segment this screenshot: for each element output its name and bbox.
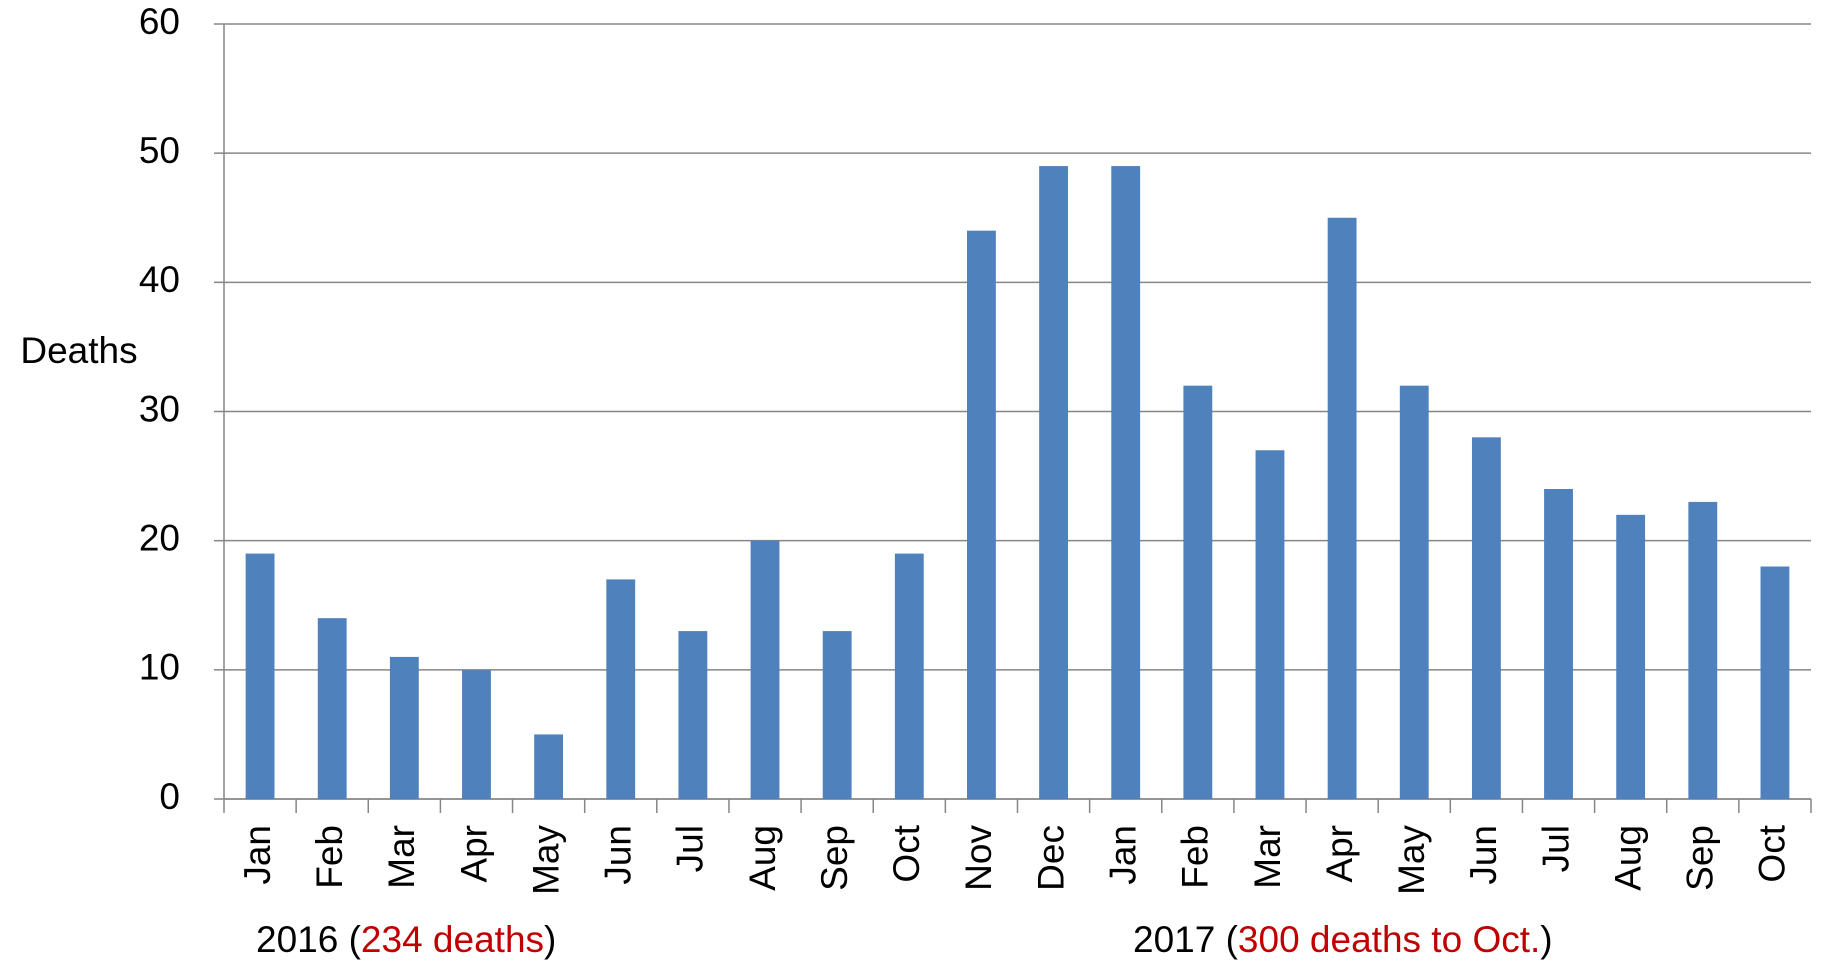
x-tick-label: Aug [1607,825,1648,891]
x-tick-label: Mar [1247,825,1288,889]
bar [678,631,708,799]
x-tick-label: Aug [742,825,783,891]
bar [1399,385,1429,799]
y-axis-label: Deaths [20,330,137,371]
x-tick-label: Oct [1752,824,1793,882]
bar [967,230,996,799]
x-tick-label: May [1391,825,1432,895]
bar [389,656,419,799]
x-tick-label: May [525,825,566,895]
y-tick-label: 50 [139,130,180,171]
period-label: 2016 (234 deaths) [256,919,556,960]
period-label-part: 2017 ( [1133,919,1239,960]
bar [1039,166,1068,800]
x-tick-label: Feb [309,825,350,889]
period-label-part: ) [544,919,556,960]
bar [750,540,780,799]
x-tick-label: Jul [670,825,711,872]
y-tick-label: 30 [139,388,180,429]
bar [1760,566,1790,799]
y-tick-label: 60 [139,1,180,42]
bar [606,579,636,799]
x-tick-label: Jun [1463,825,1504,885]
x-tick-label: Jun [598,825,639,885]
period-label-part: 300 deaths to Oct. [1238,919,1540,960]
x-tick-label: Jul [1535,825,1576,872]
bar [822,631,852,799]
bar [462,669,491,799]
period-label: 2017 (300 deaths to Oct.) [1133,919,1553,960]
y-tick-label: 0 [159,776,180,817]
period-label-part: 234 deaths [361,919,544,960]
bar [317,618,347,799]
bar [1544,489,1573,799]
bar [1111,166,1141,800]
x-tick-label: Dec [1030,825,1071,891]
y-tick-label: 10 [139,647,180,688]
bar [1688,501,1718,799]
x-tick-label: Jan [237,825,278,885]
bar [245,553,275,799]
bar [1183,385,1213,799]
bar [1327,217,1357,799]
x-tick-label: Sep [814,825,855,891]
bar [894,553,924,799]
bar [1471,437,1501,799]
bar [1616,514,1646,799]
x-tick-label: Nov [958,825,999,891]
y-tick-label: 20 [139,517,180,558]
x-tick-label: Mar [381,825,422,889]
period-label-part: ) [1540,919,1552,960]
x-tick-label: Apr [1319,825,1360,883]
x-tick-label: Feb [1175,825,1216,889]
period-label-part: 2016 ( [256,919,362,960]
x-tick-label: Sep [1680,825,1721,891]
x-tick-label: Jan [1102,825,1143,885]
bar [534,734,564,799]
y-tick-label: 40 [139,259,180,300]
x-tick-label: Oct [886,824,927,882]
x-tick-label: Apr [453,825,494,883]
bar [1255,450,1285,799]
